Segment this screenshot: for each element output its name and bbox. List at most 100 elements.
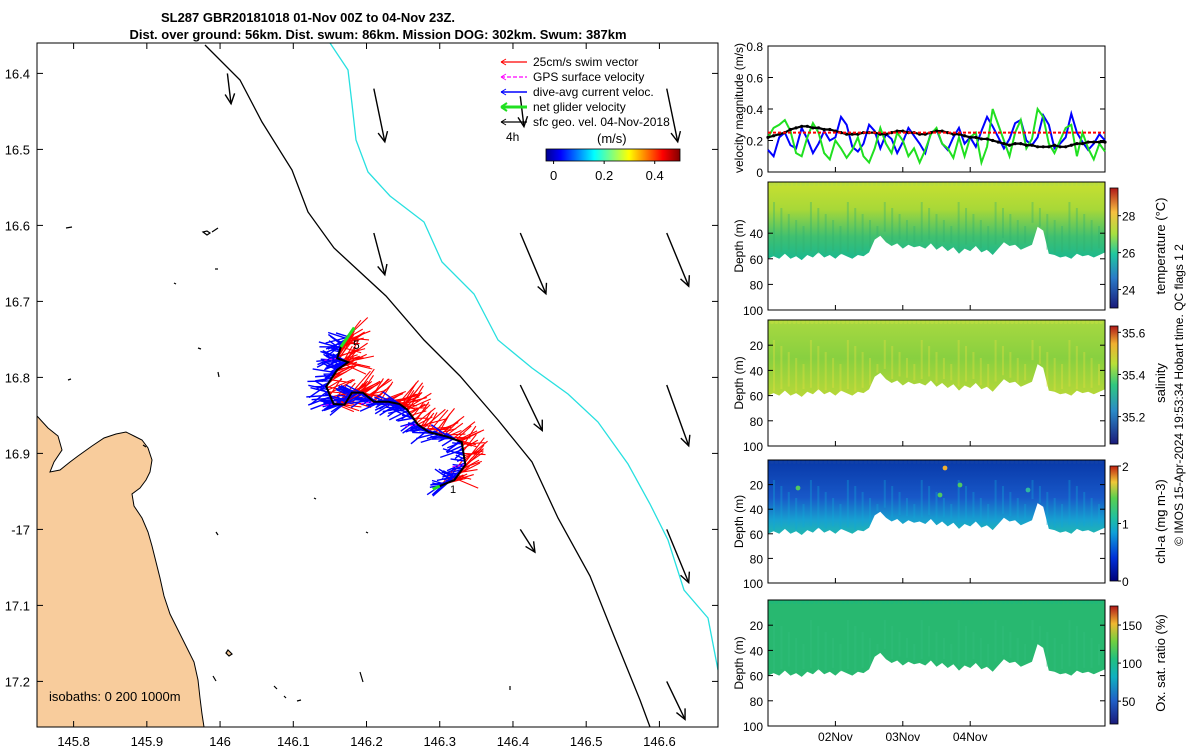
surface-sample [952,320,957,324]
surface-sample [1018,600,1023,604]
velocity-point [822,127,826,132]
surface-sample [783,320,788,324]
current-vector [374,402,394,415]
surface-sample [881,460,886,464]
surface-sample [863,320,868,324]
surface-sample [1045,320,1050,324]
surface-sample [916,182,921,186]
depth-tick-label: 20 [750,619,764,633]
heatmap-colorbar [1109,325,1119,445]
current-vector [310,390,329,405]
surface-sample [992,182,997,186]
current-vector [402,422,418,434]
velocity-point [811,126,815,130]
current-vector [379,401,391,410]
isobaths-label: isobaths: 0 200 1000m [49,689,181,704]
geo-velocity-arrowhead [670,130,682,144]
current-vector [345,384,362,394]
surface-sample [925,600,930,604]
surface-sample [1001,182,1006,186]
surface-sample [876,460,881,464]
surface-sample [778,460,783,464]
geo-velocity-vector [666,681,686,720]
surface-sample [1001,320,1006,324]
heatmap-data-area [768,320,1105,397]
depth-tick-label: 80 [750,278,764,292]
geo-velocity-vector [519,529,536,553]
surface-sample [1090,320,1095,324]
track-map: 5 1 145.8 145.9 146 146.1 146.2 146.3 146.4 146… [5,42,719,749]
surface-sample [858,460,863,464]
current-vector [401,412,410,420]
net-velocity-vector [432,484,441,491]
gps-velocity-vector [359,401,374,405]
surface-sample [894,182,899,186]
surface-sample [1027,320,1032,324]
surface-sample [1081,460,1086,464]
surface-sample [1001,600,1006,604]
island [283,695,287,699]
map-x-tick-label: 146.2 [350,734,383,749]
surface-sample [1058,600,1063,604]
geo-velocity-arrowhead [517,115,529,129]
surface-sample [907,182,912,186]
surface-sample [885,320,890,324]
surface-sample [858,320,863,324]
island [197,347,202,350]
colorbar-tick-label: 24 [1122,284,1136,298]
surface-sample [965,460,970,464]
surface-sample [987,182,992,186]
velocity-y-ticks: 0 0.2 0.4 0.6 0.8 [746,40,1105,180]
surface-sample [845,600,850,604]
surface-sample [827,182,832,186]
legend-swim-vector: 25cm/s swim vector [533,55,638,69]
surface-sample [1085,600,1090,604]
surface-sample [854,182,859,186]
depth-tick-label: 100 [743,440,763,454]
map-x-tick-label: 146.3 [423,734,456,749]
map-y-tick-label: 17.2 [5,674,30,689]
velocity-point [1064,145,1068,149]
swim-vector [366,379,393,397]
surface-sample [921,182,926,186]
surface-sample [1072,182,1077,186]
surface-sample [956,460,961,464]
coastline-land [37,415,205,727]
surface-sample [885,600,890,604]
gps-velocity-vector [403,424,418,428]
surface-sample [930,460,935,464]
surface-sample [916,320,921,324]
surface-sample [810,182,815,186]
surface-sample [1090,600,1095,604]
surface-sample [956,600,961,604]
surface-sample [792,182,797,186]
surface-sample [983,460,988,464]
surface-sample [907,460,912,464]
surface-sample [792,460,797,464]
current-vector [310,400,333,410]
gps-velocity-vector [323,357,338,361]
surface-sample [1045,182,1050,186]
surface-sample [956,320,961,324]
map-y-tick-label: 16.8 [5,370,30,385]
surface-sample [916,600,921,604]
swim-vector [348,361,371,368]
surface-sample [925,460,930,464]
surface-sample [992,320,997,324]
surface-sample [863,600,868,604]
surface-sample [787,460,792,464]
map-y-tick-label: -17 [11,522,30,537]
surface-sample [1067,600,1072,604]
surface-sample [1023,460,1028,464]
swim-vector [422,408,446,429]
surface-sample [787,182,792,186]
surface-sample [1081,182,1086,186]
surface-sample [925,182,930,186]
depth-tick-label: 100 [743,304,763,318]
current-vector [411,426,422,434]
current-vector [389,403,400,412]
island [142,444,147,448]
surface-sample [876,320,881,324]
surface-sample [930,320,935,324]
surface-sample [1005,600,1010,604]
